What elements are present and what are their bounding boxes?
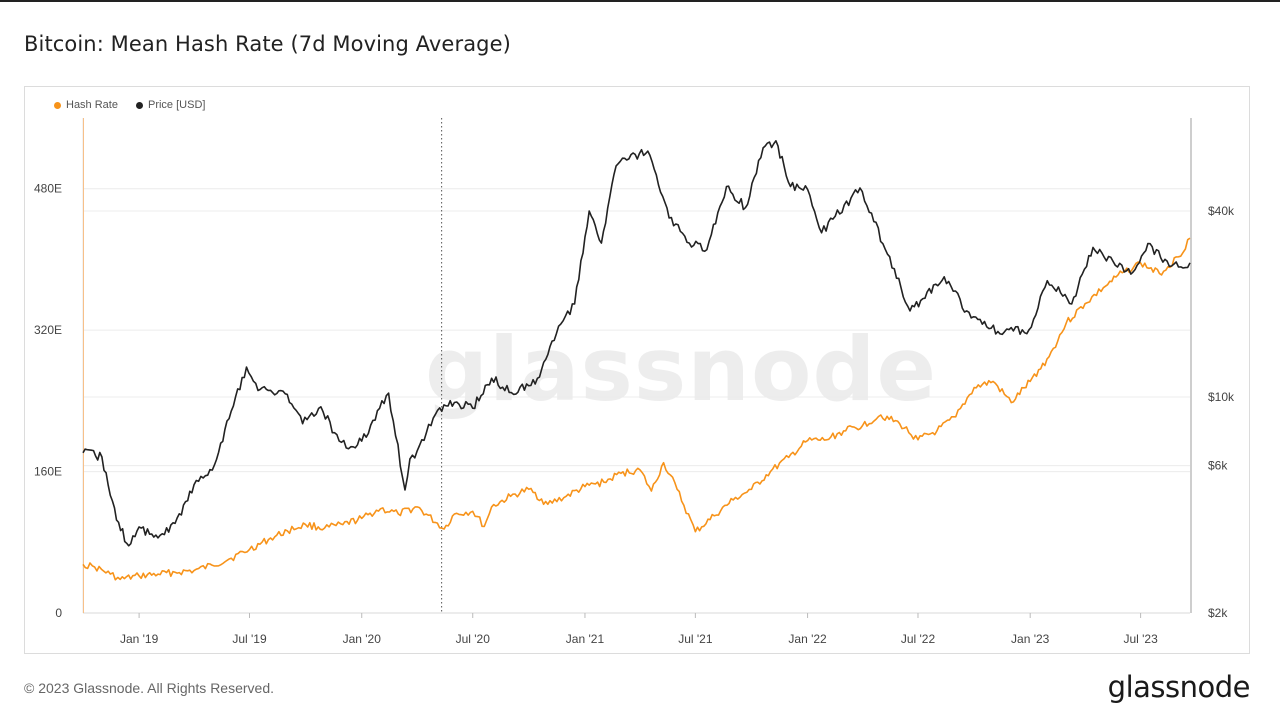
y-tick-label-right: $2k	[1208, 606, 1228, 620]
y-tick-label-left: 480E	[34, 182, 62, 196]
x-tick-label: Jul '23	[1123, 632, 1158, 646]
glassnode-logo[interactable]: glassnode	[1107, 670, 1251, 704]
x-tick-label: Jul '19	[232, 632, 267, 646]
x-tick-label: Jan '23	[1011, 632, 1050, 646]
y-tick-label-left: 320E	[34, 323, 62, 337]
y-tick-label-right: $10k	[1208, 390, 1235, 404]
series-line-hash-rate	[82, 237, 1191, 581]
y-tick-label-left: 160E	[34, 465, 62, 479]
watermark: glassnode	[425, 318, 938, 421]
legend-item-hash-rate[interactable]: Hash Rate	[54, 99, 118, 111]
page-title: Bitcoin: Mean Hash Rate (7d Moving Avera…	[24, 32, 511, 56]
legend-item-price[interactable]: Price [USD]	[135, 99, 206, 111]
y-tick-label-left: 0	[55, 606, 62, 620]
copyright-text: © 2023 Glassnode. All Rights Reserved.	[24, 680, 275, 696]
legend-label-price: Price [USD]	[147, 99, 206, 111]
x-tick-label: Jul '21	[678, 632, 713, 646]
series-line-price	[82, 140, 1191, 547]
chart-legend: Hash Rate Price [USD]	[54, 99, 205, 111]
legend-dot-price	[135, 101, 143, 109]
y-tick-label-right: $6k	[1208, 459, 1228, 473]
y-tick-label-right: $40k	[1208, 204, 1235, 218]
x-tick-label: Jan '22	[788, 632, 827, 646]
chart-panel	[24, 86, 1250, 654]
legend-dot-hash-rate	[54, 101, 61, 109]
x-tick-label: Jan '19	[120, 632, 159, 646]
x-tick-label: Jul '20	[456, 632, 491, 646]
x-tick-label: Jan '21	[566, 632, 605, 646]
x-tick-label: Jan '20	[343, 632, 382, 646]
legend-label-hash-rate: Hash Rate	[66, 99, 118, 111]
top-rule	[0, 0, 1280, 2]
x-tick-label: Jul '22	[901, 632, 936, 646]
